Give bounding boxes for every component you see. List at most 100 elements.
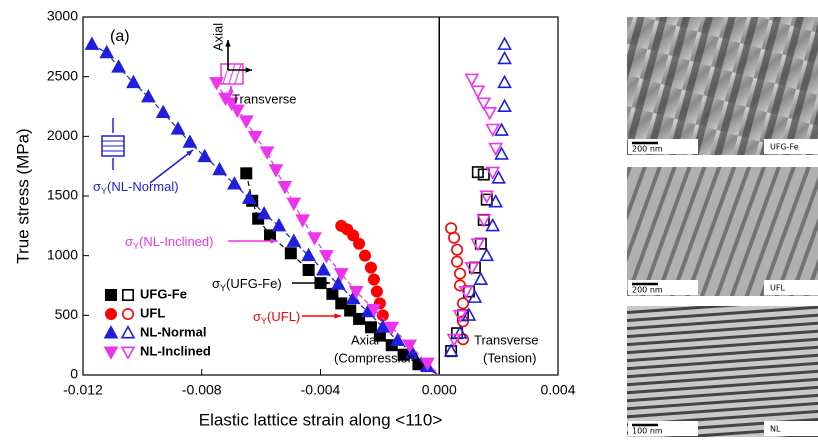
point	[330, 276, 346, 290]
point	[353, 312, 366, 325]
annotation: (Tension)	[483, 350, 536, 365]
point	[473, 271, 489, 286]
point	[99, 44, 115, 59]
legend-marker	[103, 346, 119, 360]
point	[454, 279, 467, 292]
y-axis-title: True stress (MPa)	[13, 128, 32, 263]
legend-label: NL-Normal	[140, 324, 206, 339]
annotation: σY(NL-Normal)	[93, 179, 179, 196]
annotation-text: (UFG-Fe)	[226, 276, 282, 291]
legend-marker	[103, 325, 119, 339]
arrow-head	[323, 280, 330, 286]
point	[227, 176, 242, 190]
point	[316, 262, 331, 276]
icon-stripe	[228, 63, 236, 85]
point	[366, 303, 382, 318]
annotation: σY(UFL)	[253, 309, 300, 326]
point	[452, 325, 468, 339]
x-tick-label: 0.000	[422, 382, 457, 398]
y-tick-label: 2000	[47, 127, 78, 143]
point	[111, 59, 126, 73]
point	[451, 255, 464, 268]
point	[375, 319, 391, 333]
y-tick-label: 0	[70, 366, 78, 382]
point	[485, 123, 501, 138]
annotation-sub: Y	[101, 186, 107, 196]
point	[420, 357, 435, 371]
y-tick-label: 3000	[47, 8, 78, 24]
arrow-head	[225, 40, 231, 47]
point	[140, 89, 156, 103]
point	[494, 146, 509, 160]
point	[333, 268, 349, 282]
x-tick-label: -0.012	[63, 382, 103, 398]
y-tick-label: 500	[55, 306, 79, 322]
point	[259, 146, 275, 160]
scale-label: 100 nm	[632, 427, 663, 436]
point	[467, 289, 483, 303]
annotation-sub: Y	[220, 283, 226, 293]
point	[277, 180, 293, 195]
legend-label: NL-Inclined	[140, 343, 211, 358]
point	[497, 74, 512, 89]
point	[479, 247, 495, 262]
arrow-head	[245, 67, 252, 73]
legend-label: UFL	[140, 305, 165, 320]
panel-label: UFG-Fe	[770, 143, 799, 152]
scale-label: 200 nm	[632, 145, 663, 154]
point	[446, 333, 462, 348]
legend-marker	[105, 307, 118, 320]
point	[443, 343, 459, 357]
annotation: (a)	[110, 28, 130, 45]
annotation-sigma: σ	[253, 309, 261, 324]
point	[353, 237, 366, 250]
point	[370, 285, 383, 298]
point	[264, 229, 277, 242]
point	[241, 190, 257, 204]
x-tick-label: 0.004	[540, 382, 575, 398]
point	[482, 106, 498, 121]
point	[238, 115, 254, 129]
point	[497, 36, 512, 50]
legend-marker	[122, 307, 135, 320]
point	[488, 142, 503, 157]
annotation: Transverse	[232, 91, 297, 106]
legend-marker	[122, 288, 135, 301]
annotation-sigma: σ	[125, 234, 133, 249]
point	[268, 164, 284, 178]
legend-marker	[120, 325, 136, 339]
point	[256, 205, 272, 220]
point	[485, 166, 501, 181]
point	[126, 74, 141, 89]
point	[390, 332, 406, 346]
point	[364, 321, 377, 334]
point	[476, 97, 492, 111]
point	[476, 214, 492, 228]
point	[451, 243, 464, 256]
point	[155, 104, 171, 118]
point	[448, 231, 461, 244]
point	[286, 233, 302, 247]
scale-label: 200 nm	[632, 286, 663, 295]
point	[359, 249, 372, 262]
label-box	[764, 421, 818, 436]
trend-line	[216, 82, 440, 376]
plot-frame	[82, 16, 559, 376]
icon-stripe	[234, 63, 242, 85]
arrow-head	[186, 150, 193, 157]
x-tick-label: -0.004	[301, 382, 341, 398]
micrograph	[627, 167, 818, 296]
annotation: σY(UFG-Fe)	[212, 276, 282, 293]
arrow	[149, 149, 194, 184]
point	[301, 247, 316, 262]
point	[302, 263, 315, 276]
point	[84, 36, 100, 50]
micrograph	[627, 306, 818, 437]
panel-label: UFL	[770, 284, 785, 293]
micrographs	[627, 17, 818, 437]
point	[240, 167, 253, 180]
point	[364, 261, 377, 274]
legend-marker	[120, 346, 136, 360]
legend-marker	[105, 288, 118, 301]
point	[307, 232, 322, 246]
